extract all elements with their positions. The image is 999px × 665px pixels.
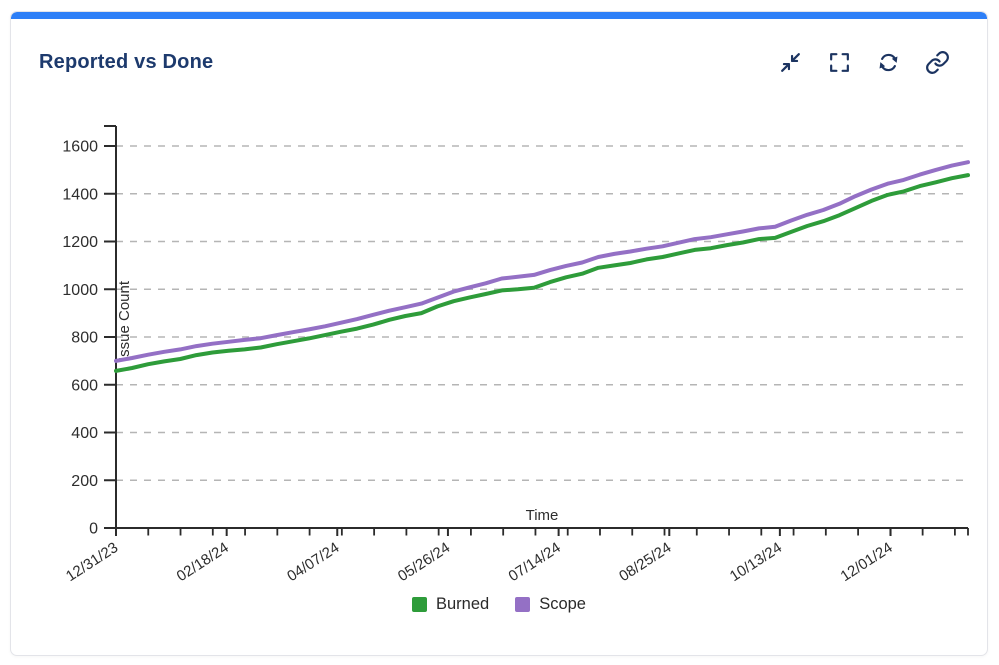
y-tick-label: 1400 [62, 186, 98, 203]
collapse-icon [780, 52, 800, 72]
legend-item-burned[interactable]: Burned [411, 595, 490, 614]
x-tick-label: 12/31/23 [63, 539, 121, 585]
legend-label-burned: Burned [435, 595, 490, 613]
x-tick-label: 10/13/24 [727, 539, 785, 585]
legend-swatch-burned [411, 597, 427, 612]
chart-canvas[interactable]: 0 200 400 600 800 1000 1200 1400 1600 12/31/23 02/… [11, 12, 988, 656]
card-header: Reported vs Done [39, 45, 951, 79]
y-tick-label: 0 [89, 521, 98, 538]
series-line-burned [114, 173, 970, 373]
x-axis-title: Time [526, 507, 559, 524]
fullscreen-button[interactable] [825, 48, 853, 76]
x-tick-label: 07/14/24 [506, 539, 564, 585]
legend-label-scope: Scope [539, 595, 586, 613]
series-line-scope [114, 160, 970, 363]
card-toolbar [776, 48, 951, 76]
x-tick-label: 04/07/24 [284, 539, 342, 585]
y-tick-label: 600 [71, 377, 98, 394]
fullscreen-icon [829, 52, 849, 72]
x-tick-label: 08/25/24 [616, 539, 674, 585]
y-tick-label: 1600 [62, 139, 98, 156]
y-tick-label: 400 [71, 425, 98, 442]
y-tick-label: 200 [71, 473, 98, 490]
refresh-button[interactable] [874, 48, 902, 76]
chart-card: Reported vs Done [10, 11, 988, 656]
legend-item-scope[interactable]: Scope [515, 595, 586, 614]
y-tick-label: 1200 [62, 234, 98, 251]
x-tick-label: 02/18/24 [174, 539, 232, 585]
x-tick-label: 12/01/24 [838, 539, 896, 585]
y-tick-label: 800 [71, 330, 98, 347]
card-title: Reported vs Done [39, 50, 214, 73]
card-accent-bar [11, 12, 987, 19]
collapse-button[interactable] [776, 48, 804, 76]
link-icon [925, 50, 949, 74]
x-tick-label: 05/26/24 [395, 539, 453, 585]
y-tick-label: 1000 [62, 282, 98, 299]
y-axis-title: Issue Count [116, 280, 133, 361]
legend-swatch-scope [515, 597, 531, 612]
link-button[interactable] [923, 48, 951, 76]
chart-legend: Burned Scope [11, 595, 987, 614]
refresh-icon [879, 53, 897, 71]
